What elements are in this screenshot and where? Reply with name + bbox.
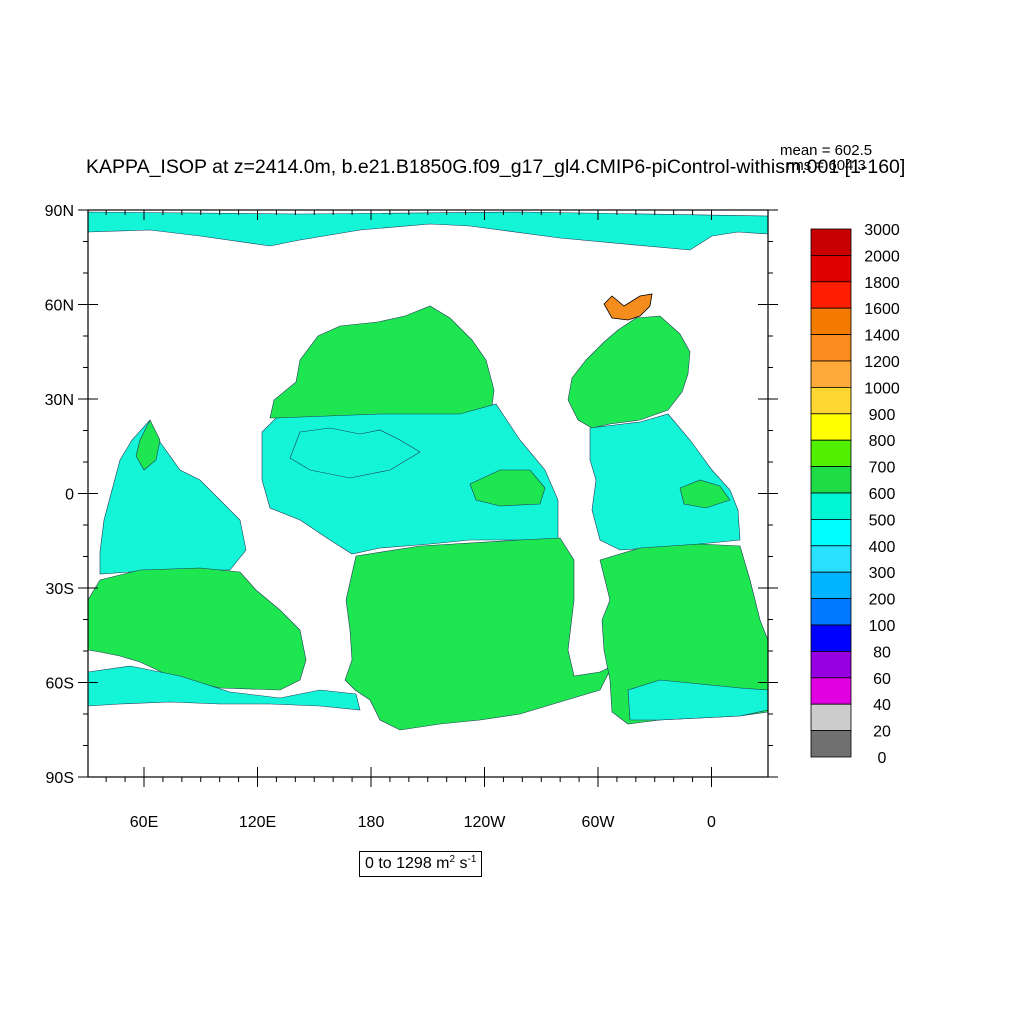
north-pacific: [269, 305, 495, 419]
color-legend: [810, 228, 852, 758]
legend-level: 800: [869, 433, 896, 450]
axis-ticks: [78, 209, 778, 787]
legend-level: 1200: [864, 354, 900, 371]
lat-label: 30S: [46, 581, 74, 598]
legend-swatch: [810, 254, 852, 283]
pacific-green-patch: [469, 469, 546, 507]
legend-swatch: [810, 334, 852, 362]
legend-level: 1400: [864, 328, 900, 345]
legend-swatch: [810, 466, 852, 494]
lat-label: 60N: [45, 298, 74, 315]
legend-level: 20: [873, 724, 891, 741]
legend-swatch: [810, 413, 852, 441]
legend-swatch: [810, 598, 852, 626]
legend-level: 40: [873, 697, 891, 714]
legend-swatch: [810, 571, 852, 600]
legend-level: 500: [869, 512, 896, 529]
legend-swatch: [810, 677, 852, 705]
legend-level: 600: [869, 486, 896, 503]
indian-ocean: [99, 419, 247, 575]
arctic-region: [88, 211, 768, 251]
legend-swatch: [810, 730, 852, 758]
legend-swatch: [810, 492, 852, 520]
mean-stat: mean = 602.5: [780, 142, 873, 159]
lon-label: 60E: [130, 814, 158, 831]
latitude-labels: 90N 60N 30N 0 30S 60S 90S: [45, 203, 74, 787]
southern-ocean-band: [88, 665, 361, 711]
legend-level: 1600: [864, 301, 900, 318]
legend-swatch: [810, 228, 852, 256]
legend-level: 0: [878, 750, 887, 767]
legend-level: 3000: [864, 222, 900, 239]
legend-swatch: [810, 439, 852, 468]
south-pacific: [344, 537, 613, 731]
legend-swatch: [810, 360, 852, 388]
lat-label: 30N: [45, 392, 74, 409]
lat-label: 0: [65, 487, 74, 504]
legend-swatch: [810, 651, 852, 679]
ocean-field: [88, 211, 768, 731]
legend-level: 1000: [864, 380, 900, 397]
lon-label: 120W: [464, 814, 507, 831]
legend-labels: 3000200018001600140012001000900800700600…: [864, 222, 900, 767]
legend-level: 100: [869, 618, 896, 635]
weddell-band: [627, 679, 768, 721]
pacific-eddy: [289, 427, 421, 479]
legend-level: 200: [869, 592, 896, 609]
legend-swatch: [810, 386, 852, 415]
legend-level: 300: [869, 565, 896, 582]
legend-level: 80: [873, 644, 891, 661]
legend-swatch: [810, 519, 852, 547]
lat-label: 60S: [46, 676, 74, 693]
map-title: KAPPA_ISOP at z=2414.0m, b.e21.B1850G.f0…: [86, 156, 906, 178]
legend-swatch: [810, 703, 852, 732]
units-exp-1: 2: [449, 854, 456, 865]
legend-level: 700: [869, 460, 896, 477]
rms-stat: rms = 604.3: [786, 157, 866, 174]
lon-label: 120E: [239, 814, 276, 831]
legend-level: 1800: [864, 275, 900, 292]
lat-label: 90S: [46, 770, 74, 787]
units-range: 0 to 1298 m: [365, 855, 450, 872]
arabian-patch: [135, 419, 161, 471]
legend-swatch: [810, 307, 852, 336]
lon-label: 180: [358, 814, 385, 831]
north-atlantic: [567, 315, 691, 429]
units-mid: s: [455, 855, 468, 872]
legend-level: 60: [873, 671, 891, 688]
lon-label: 60W: [582, 814, 616, 831]
lon-label: 0: [707, 814, 716, 831]
units-exp-2: -1: [467, 854, 477, 865]
longitude-labels: 60E 120E 180 120W 60W 0: [130, 814, 716, 831]
legend-level: 400: [869, 539, 896, 556]
labrador-sea-high: [603, 293, 653, 321]
stats-box: mean = 602.5 rms = 604.3: [780, 143, 872, 173]
legend-swatch: [810, 624, 852, 652]
southern-indian-ocean: [88, 567, 307, 691]
tropical-atlantic: [589, 413, 741, 551]
units-box: 0 to 1298 m2 s-1: [359, 851, 483, 877]
atlantic-eddy: [679, 479, 731, 509]
legend-level: 2000: [864, 248, 900, 265]
legend-swatch: [810, 545, 852, 573]
legend-level: 900: [869, 407, 896, 424]
lat-label: 90N: [45, 203, 74, 220]
legend-swatch: [810, 281, 852, 309]
